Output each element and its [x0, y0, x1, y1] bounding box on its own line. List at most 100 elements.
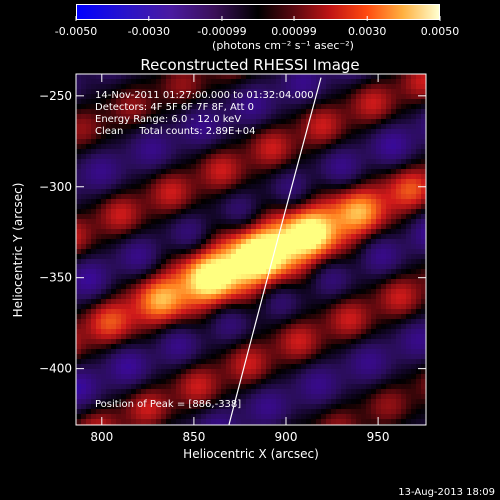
heatmap-cell — [236, 149, 241, 154]
heatmap-cell — [236, 269, 241, 274]
heatmap-cell — [201, 334, 206, 339]
heatmap-cell — [291, 319, 296, 324]
heatmap-cell — [211, 204, 216, 209]
heatmap-cell — [166, 139, 171, 144]
heatmap-cell — [391, 94, 396, 99]
heatmap-cell — [86, 189, 91, 194]
heatmap-cell — [101, 409, 106, 414]
heatmap-cell — [141, 264, 146, 269]
heatmap-cell — [421, 224, 426, 229]
heatmap-cell — [331, 344, 336, 349]
heatmap-cell — [346, 289, 351, 294]
heatmap-cell — [416, 309, 421, 314]
heatmap-cell — [331, 269, 336, 274]
heatmap-cell — [146, 214, 151, 219]
heatmap-cell — [266, 199, 271, 204]
heatmap-cell — [221, 339, 226, 344]
heatmap-cell — [296, 314, 301, 319]
heatmap-cell — [316, 74, 321, 79]
heatmap-cell — [146, 184, 151, 189]
heatmap-cell — [411, 149, 416, 154]
heatmap-cell — [181, 374, 186, 379]
heatmap-cell — [111, 294, 116, 299]
heatmap-cell — [326, 214, 331, 219]
heatmap-cell — [211, 304, 216, 309]
heatmap-cell — [181, 219, 186, 224]
heatmap-cell — [176, 414, 181, 419]
heatmap-cell — [231, 164, 236, 169]
heatmap-cell — [281, 329, 286, 334]
heatmap-cell — [361, 154, 366, 159]
heatmap-cell — [246, 199, 251, 204]
heatmap-cell — [381, 239, 386, 244]
heatmap-cell — [181, 419, 186, 424]
heatmap-cell — [401, 374, 406, 379]
heatmap-cell — [291, 184, 296, 189]
heatmap-cell — [221, 239, 226, 244]
heatmap-cell — [386, 99, 391, 104]
heatmap-cell — [406, 294, 411, 299]
heatmap-cell — [341, 94, 346, 99]
heatmap-cell — [246, 99, 251, 104]
heatmap-cell — [166, 99, 171, 104]
heatmap-cell — [381, 319, 386, 324]
heatmap-cell — [96, 89, 101, 94]
heatmap-cell — [206, 94, 211, 99]
heatmap-cell — [296, 84, 301, 89]
heatmap-cell — [206, 154, 211, 159]
heatmap-cell — [96, 199, 101, 204]
heatmap-cell — [246, 394, 251, 399]
heatmap-cell — [276, 94, 281, 99]
heatmap-cell — [361, 354, 366, 359]
heatmap-cell — [96, 244, 101, 249]
heatmap-cell — [406, 144, 411, 149]
heatmap-cell — [391, 229, 396, 234]
heatmap-cell — [271, 309, 276, 314]
heatmap-cell — [261, 249, 266, 254]
heatmap-cell — [201, 124, 206, 129]
heatmap-cell — [151, 274, 156, 279]
heatmap-cell — [181, 359, 186, 364]
heatmap-cell — [326, 379, 331, 384]
heatmap-cell — [136, 204, 141, 209]
heatmap-cell — [156, 284, 161, 289]
heatmap-cell — [156, 124, 161, 129]
heatmap-cell — [241, 304, 246, 309]
heatmap-cell — [181, 379, 186, 384]
heatmap-cell — [396, 384, 401, 389]
heatmap-cell — [91, 94, 96, 99]
heatmap-cell — [311, 279, 316, 284]
heatmap-cell — [221, 214, 226, 219]
heatmap-cell — [386, 234, 391, 239]
heatmap-cell — [161, 139, 166, 144]
heatmap-cell — [126, 259, 131, 264]
heatmap-cell — [391, 294, 396, 299]
heatmap-cell — [326, 84, 331, 89]
heatmap-cell — [371, 389, 376, 394]
heatmap-cell — [326, 154, 331, 159]
heatmap-cell — [231, 349, 236, 354]
heatmap-cell — [181, 404, 186, 409]
heatmap-cell — [226, 369, 231, 374]
heatmap-cell — [271, 124, 276, 129]
heatmap-cell — [116, 74, 121, 79]
heatmap-cell — [146, 154, 151, 159]
heatmap-cell — [321, 304, 326, 309]
heatmap-cell — [106, 419, 111, 424]
heatmap-cell — [121, 359, 126, 364]
heatmap-cell — [201, 279, 206, 284]
heatmap-cell — [136, 384, 141, 389]
heatmap-cell — [156, 344, 161, 349]
heatmap-cell — [131, 374, 136, 379]
heatmap-cell — [116, 219, 121, 224]
heatmap-cell — [391, 124, 396, 129]
heatmap-cell — [186, 214, 191, 219]
heatmap-cell — [186, 254, 191, 259]
heatmap-cell — [271, 194, 276, 199]
heatmap-cell — [116, 364, 121, 369]
heatmap-cell — [156, 189, 161, 194]
heatmap-cell — [201, 264, 206, 269]
heatmap-cell — [366, 249, 371, 254]
heatmap-cell — [176, 179, 181, 184]
heatmap-cell — [366, 274, 371, 279]
